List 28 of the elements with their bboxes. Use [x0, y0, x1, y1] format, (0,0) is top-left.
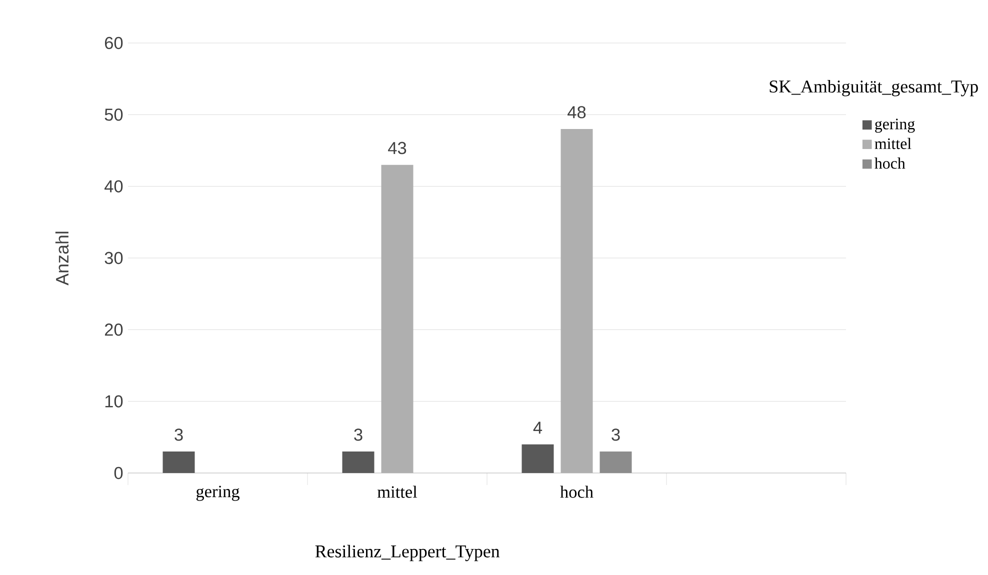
data-label: 4 [533, 422, 542, 434]
x-axis-title: Resilienz_Leppert_Typen [315, 544, 500, 562]
bar [342, 452, 374, 473]
bar [522, 444, 554, 473]
legend-label: hoch [874, 158, 906, 169]
y-axis-title: Anzahl [55, 232, 69, 286]
y-tick-label: 0 [114, 466, 123, 480]
legend-label: gering [875, 118, 915, 133]
bar [381, 164, 414, 473]
bar [560, 129, 593, 473]
data-label: 43 [388, 142, 406, 154]
legend-title: SK_Ambiguität_gesamt_Typ [770, 80, 978, 96]
y-tick-label: 60 [104, 36, 123, 50]
bar [162, 452, 195, 473]
y-tick-label: 10 [105, 395, 123, 408]
legend-label: mittel [874, 138, 912, 150]
y-tick-label: 40 [104, 180, 123, 192]
x-tick-label: gering [196, 486, 240, 501]
x-tick-label: hoch [560, 486, 594, 498]
data-label: 3 [174, 428, 183, 441]
bar [600, 452, 632, 473]
x-tick-label: mittel [377, 486, 418, 498]
data-label: 3 [354, 428, 362, 441]
data-label: 48 [568, 106, 586, 118]
y-tick-label: 50 [104, 108, 123, 121]
data-label: 3 [612, 428, 620, 441]
y-tick-label: 20 [104, 324, 123, 336]
y-tick-label: 30 [104, 252, 123, 264]
